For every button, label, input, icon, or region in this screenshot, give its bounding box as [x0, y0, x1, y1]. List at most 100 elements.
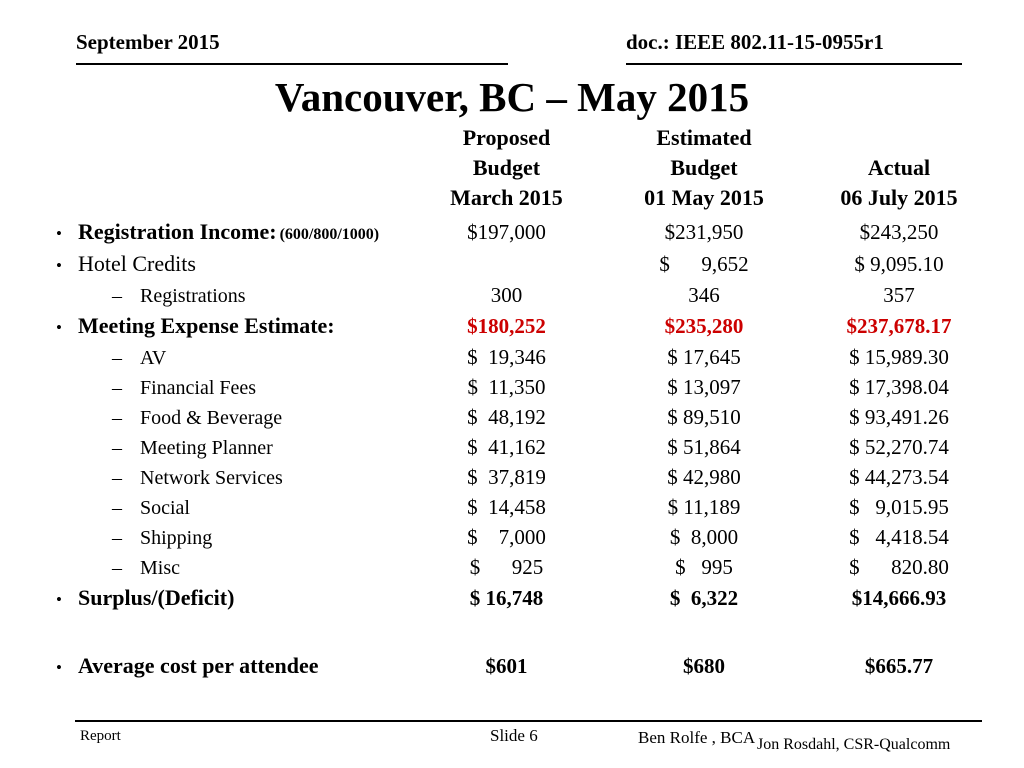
table-row-surplus-deficit: • Surplus/(Deficit) $ 16,748 $ 6,322 $14… [44, 585, 1024, 619]
table-row-financial-fees: – Financial Fees $ 11,350 $ 13,097 $ 17,… [44, 375, 1024, 405]
row-label-cell: • Average cost per attendee [44, 653, 424, 679]
dash-icon: – [112, 285, 122, 307]
row-label: Meeting Expense Estimate: [78, 313, 335, 338]
table-row-av: – AV $ 19,346 $ 17,645 $ 15,989.30 [44, 345, 1024, 375]
row-label: Meeting Planner [140, 437, 273, 459]
row-value: $ 9,652 [659, 252, 749, 276]
row-value: $ 925 [469, 555, 544, 579]
dash-icon: – [112, 377, 122, 399]
row-value: $ 93,491.26 [849, 405, 949, 429]
row-value: $ 89,510 [667, 405, 741, 429]
row-value: $ 8,000 [669, 525, 739, 549]
table-row-network-services: – Network Services $ 37,819 $ 42,980 $ 4… [44, 465, 1024, 495]
table-row-registrations: – Registrations 300 346 357 [44, 283, 1024, 313]
row-label: AV [140, 347, 167, 369]
row-label-suffix: (600/800/1000) [279, 226, 380, 243]
row-value: $ 19,346 [467, 345, 546, 369]
row-value: $ 7,000 [467, 525, 546, 549]
row-value: $ 995 [675, 555, 733, 579]
bullet-icon: • [56, 224, 62, 243]
row-value: $197,000 [467, 220, 546, 244]
bullet-icon: • [56, 590, 62, 609]
row-label: Hotel Credits [78, 251, 196, 276]
row-value: 300 [490, 283, 523, 307]
row-value: 346 [688, 283, 720, 307]
row-value: $ 13,097 [667, 375, 741, 399]
row-value: $14,666.93 [851, 586, 947, 610]
row-value: $ 9,015.95 [849, 495, 949, 519]
row-value: $180,252 [467, 314, 546, 338]
row-value: $237,678.17 [846, 314, 952, 338]
row-label-cell: • Registration Income: (600/800/1000) [44, 219, 424, 245]
page-title: Vancouver, BC – May 2015 [274, 74, 750, 120]
row-label: Food & Beverage [140, 407, 283, 429]
column-header-proposed-budget: Proposed Budget March 2015 [450, 125, 563, 210]
row-value: $ 820.80 [849, 555, 949, 579]
dash-icon: – [112, 437, 122, 459]
bullet-icon: • [56, 318, 62, 337]
table-header-row: Proposed Budget March 2015 Estimated Bud… [44, 123, 1024, 219]
row-value: $665.77 [864, 654, 934, 678]
row-value: $ 41,162 [467, 435, 546, 459]
row-label: Misc [140, 557, 180, 579]
row-label-cell: • Meeting Expense Estimate: [44, 313, 424, 339]
row-label: Social [140, 497, 190, 519]
row-value: $ 17,398.04 [849, 375, 949, 399]
table-row-food-beverage: – Food & Beverage $ 48,192 $ 89,510 $ 93… [44, 405, 1024, 435]
row-value: $235,280 [664, 314, 744, 338]
row-label-cell: – Network Services [44, 467, 424, 490]
bullet-icon: • [56, 658, 62, 677]
footer-author: Ben Rolfe , BCA [638, 728, 756, 747]
row-value: $ 14,458 [467, 495, 546, 519]
table-row-social: – Social $ 14,458 $ 11,189 $ 9,015.95 [44, 495, 1024, 525]
row-value: $680 [683, 654, 725, 678]
row-value: $231,950 [664, 220, 744, 244]
dash-icon: – [112, 527, 122, 549]
dash-icon: – [112, 497, 122, 519]
row-label-cell: – Social [44, 497, 424, 520]
row-value: $ 11,189 [667, 495, 741, 519]
dash-icon: – [112, 347, 122, 369]
row-label: Registration Income: [78, 219, 277, 244]
footer-divider [75, 720, 982, 722]
row-value: $ 42,980 [667, 465, 741, 489]
header-date-underline: September 2015 [76, 30, 508, 65]
row-label-cell: – AV [44, 347, 424, 370]
row-value: $ 4,418.54 [849, 525, 949, 549]
doc-number: doc.: IEEE 802.11-15-0955r1 [626, 30, 884, 54]
row-value: $ 16,748 [469, 586, 544, 610]
header-date: September 2015 [76, 30, 220, 54]
row-value: $ 48,192 [467, 405, 546, 429]
row-value: $ 15,989.30 [849, 345, 949, 369]
bullet-icon: • [56, 256, 62, 275]
row-label: Shipping [140, 527, 213, 549]
dash-icon: – [112, 557, 122, 579]
slide-header: September 2015 doc.: IEEE 802.11-15-0955… [0, 0, 1024, 65]
row-value: $601 [485, 654, 528, 678]
column-header-estimated-budget: Estimated Budget 01 May 2015 [644, 125, 764, 210]
row-value: $ 17,645 [667, 345, 741, 369]
budget-table: Proposed Budget March 2015 Estimated Bud… [0, 123, 1024, 687]
row-value: $ 52,270.74 [849, 435, 949, 459]
row-value: $ 37,819 [467, 465, 546, 489]
table-row-shipping: – Shipping $ 7,000 $ 8,000 $ 4,418.54 [44, 525, 1024, 555]
table-row-misc: – Misc $ 925 $ 995 $ 820.80 [44, 555, 1024, 585]
table-row-hotel-credits: • Hotel Credits $ 9,652 $ 9,095.10 [44, 251, 1024, 283]
row-label: Registrations [140, 285, 246, 307]
row-label-cell: – Food & Beverage [44, 407, 424, 430]
row-value: $ 9,095.10 [854, 252, 944, 276]
table-row-meeting-expense: • Meeting Expense Estimate: $180,252 $23… [44, 313, 1024, 345]
row-label-cell: – Registrations [44, 285, 424, 308]
row-value: 357 [883, 283, 915, 307]
column-header-actual: Actual 06 July 2015 [840, 155, 958, 210]
row-label-cell: – Meeting Planner [44, 437, 424, 460]
row-label: Network Services [140, 467, 283, 489]
row-label-cell: – Misc [44, 557, 424, 580]
footer-report-label: Report [80, 728, 121, 744]
row-value: $ 6,322 [669, 586, 739, 610]
table-row-meeting-planner: – Meeting Planner $ 41,162 $ 51,864 $ 52… [44, 435, 1024, 465]
row-label: Surplus/(Deficit) [78, 585, 235, 610]
footer-slide-number: Slide 6 [490, 726, 538, 745]
row-value: $ 51,864 [667, 435, 741, 459]
